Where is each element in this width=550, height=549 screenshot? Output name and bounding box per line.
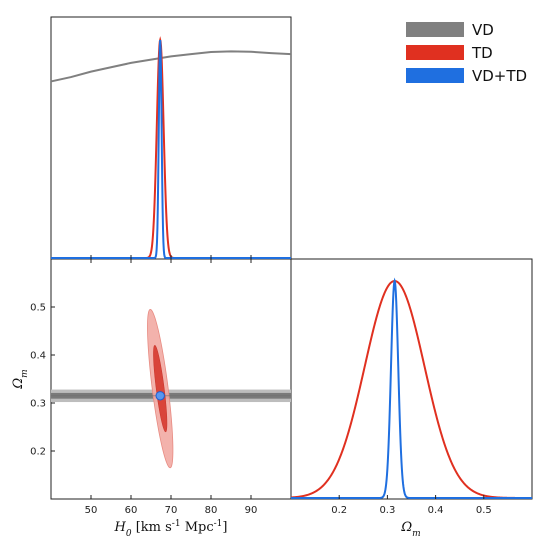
h0-curve-vd bbox=[50, 50, 292, 83]
legend-swatch-td bbox=[406, 45, 464, 60]
om-marginal-panel bbox=[290, 258, 533, 500]
h0-marginal-curves bbox=[50, 36, 292, 259]
om-y-tick-label: 0.2 bbox=[30, 447, 46, 458]
h0-tick-label: 60 bbox=[125, 505, 138, 516]
om-axis-label-y: Ωm bbox=[11, 369, 30, 389]
om-tick-label: 0.2 bbox=[331, 505, 347, 516]
legend-swatch-vd bbox=[406, 22, 464, 37]
td-contour-inner bbox=[153, 345, 168, 433]
h0-tick-label: 90 bbox=[245, 505, 258, 516]
legend-label-vdtd: VD+TD bbox=[472, 67, 527, 85]
legend: VD TD VD+TD bbox=[406, 21, 527, 85]
h0-tick-label: 80 bbox=[205, 505, 218, 516]
om-curve-vdtd bbox=[291, 277, 532, 499]
om-y-tick-label: 0.3 bbox=[30, 399, 46, 410]
om-curve-td bbox=[290, 279, 532, 499]
h0-tick-label: 50 bbox=[85, 505, 98, 516]
h0-axis-label: H0 [km s-1 Mpc-1] bbox=[114, 519, 228, 539]
legend-label-td: TD bbox=[471, 44, 493, 62]
om-y-tick-label: 0.4 bbox=[30, 351, 46, 362]
om-axis-label-x: Ωm bbox=[400, 520, 420, 539]
om-tick-label: 0.3 bbox=[379, 505, 395, 516]
combined-point bbox=[155, 391, 165, 401]
h0-tick-label: 70 bbox=[165, 505, 178, 516]
joint-contours bbox=[51, 308, 291, 469]
om-y-tick-label: 0.5 bbox=[30, 303, 46, 314]
om-tick-label: 0.5 bbox=[476, 505, 492, 516]
om-marginal-curves bbox=[290, 277, 532, 499]
om-tick-label: 0.4 bbox=[428, 505, 444, 516]
axis-ticks: 50 60 70 80 90 0.2 0.3 0.4 0.5 0.2 0.3 0.4 0.5 bbox=[30, 255, 492, 516]
h0-marginal-panel bbox=[50, 16, 292, 260]
legend-swatch-vdtd bbox=[406, 68, 464, 83]
legend-label-vd: VD bbox=[472, 21, 494, 39]
